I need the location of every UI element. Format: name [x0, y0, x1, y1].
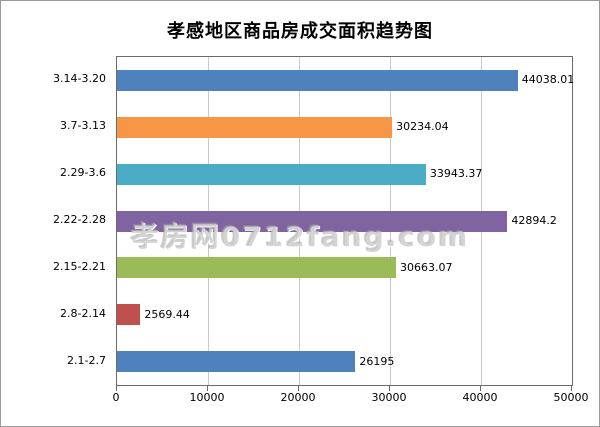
axis-tick [116, 386, 117, 391]
axis-tick [571, 386, 572, 391]
axis-tick [480, 386, 481, 391]
bar [117, 69, 518, 91]
category-label: 2.29-3.6 [60, 166, 106, 180]
category-label: 2.22-2.28 [53, 213, 106, 226]
x-tick-label: 0 [112, 391, 120, 404]
x-tick-label: 10000 [189, 391, 225, 404]
category-label: 2.8-2.14 [60, 306, 106, 320]
category-label: 3.7-3.13 [60, 119, 106, 133]
axis-tick [207, 386, 208, 391]
value-label: 30663.07 [400, 260, 453, 274]
axis-tick [389, 386, 390, 391]
x-tick-label: 50000 [553, 391, 589, 404]
category-label: 2.1-2.7 [67, 353, 106, 367]
bar [117, 304, 141, 326]
category-label: 2.15-2.21 [53, 259, 106, 273]
bar [117, 257, 397, 279]
x-tick-label: 20000 [280, 391, 316, 404]
bar [117, 210, 508, 232]
value-label: 42894.2 [511, 214, 557, 227]
bar [117, 163, 426, 185]
category-label: 3.14-3.20 [53, 72, 106, 86]
bar [117, 116, 393, 138]
plot-area: 44038.01 30234.04 33943.37 42894.2 30663.07 2… [116, 56, 575, 386]
chart-title: 孝感地区商品房成交面积趋势图 [167, 21, 433, 42]
bar [117, 351, 356, 373]
value-label: 33943.37 [429, 167, 483, 181]
value-label: 26195 [359, 354, 395, 368]
x-tick-label: 30000 [371, 391, 407, 404]
x-tick-label: 40000 [462, 391, 498, 404]
axis-tick [298, 386, 299, 391]
value-label: 30234.04 [396, 120, 449, 134]
value-label: 44038.01 [521, 73, 575, 87]
value-label: 2569.44 [144, 307, 190, 321]
